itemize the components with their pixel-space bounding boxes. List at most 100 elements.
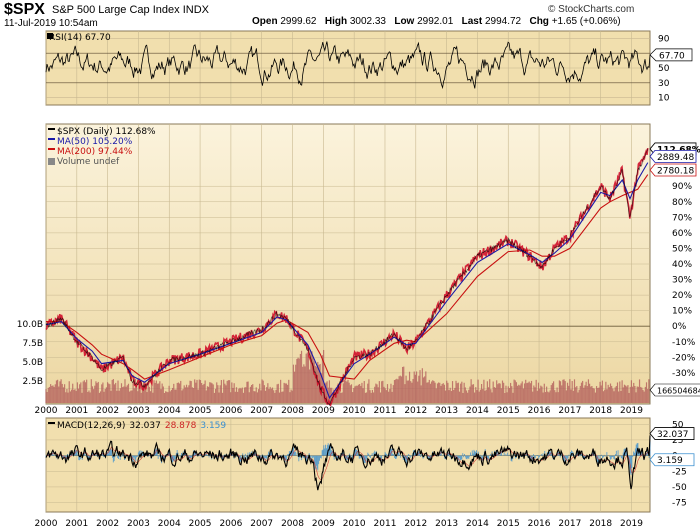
price-value-tag — [649, 149, 697, 163]
macd-value-tag — [649, 453, 695, 467]
x-tick-label-bottom: 2019 — [620, 519, 643, 529]
macd-legend: MACD(12,26,9) 32.037 28.878 3.159 — [57, 421, 226, 431]
x-tick-label-top: 2013 — [435, 406, 458, 416]
x-tick-label-bottom: 2007 — [250, 519, 273, 529]
rsi-last-value-label: 67.70 — [659, 51, 685, 61]
x-tick-label-bottom: 2006 — [219, 519, 242, 529]
high-label: High — [324, 16, 348, 27]
macd-panel — [45, 417, 651, 513]
price-y-tick-label: 20% — [672, 291, 692, 301]
x-tick-label-top: 2007 — [250, 406, 273, 416]
low-value: 2992.01 — [417, 16, 454, 27]
x-tick-label-top: 2003 — [127, 406, 150, 416]
price-y-tick-label: -30% — [672, 369, 696, 379]
price-y-tick-label: 10% — [672, 307, 692, 317]
x-tick-label-top: 2011 — [374, 406, 397, 416]
price-y-tick-label: 60% — [672, 229, 692, 239]
x-tick-label-top: 2008 — [281, 406, 304, 416]
x-tick-label-top: 2015 — [497, 406, 520, 416]
x-tick-label-top: 2016 — [528, 406, 551, 416]
macd-value-tag — [649, 427, 695, 440]
x-tick-label-bottom: 2013 — [435, 519, 458, 529]
macd-legend-swatch — [48, 422, 55, 424]
high-value: 3002.33 — [349, 16, 386, 27]
x-tick-label-top: 2018 — [589, 406, 612, 416]
price-legend-entry: Volume undef — [57, 157, 120, 167]
price-legend-swatch — [48, 128, 55, 130]
macd-legend-item: MACD(12,26,9) — [57, 421, 125, 431]
x-tick-label-top: 2000 — [35, 406, 58, 416]
x-tick-label-top: 2014 — [466, 406, 489, 416]
macd-legend-item: 28.878 — [165, 421, 197, 431]
rsi-y-tick-label: 30 — [658, 79, 670, 89]
price-legend-entry: MA(50) 105.20% — [57, 137, 133, 147]
index-full-name: S&P 500 Large Cap Index — [52, 4, 180, 16]
x-tick-label-bottom: 2001 — [65, 519, 88, 529]
price-y-tick-label: -10% — [672, 338, 696, 348]
macd-y-tick-label: -75 — [672, 499, 687, 509]
x-tick-label-bottom: 2011 — [374, 519, 397, 529]
x-tick-label-top: 2001 — [65, 406, 88, 416]
x-tick-label-top: 2010 — [343, 406, 366, 416]
x-tick-label-top: 2012 — [404, 406, 427, 416]
price-legend-swatch — [48, 148, 55, 150]
x-tick-label-bottom: 2017 — [558, 519, 581, 529]
price-legend-swatch — [48, 138, 55, 140]
price-y-tick-label: 90% — [672, 182, 692, 192]
volume-value-label: 1665046848 — [657, 387, 700, 396]
price-legend-swatch — [48, 158, 55, 165]
x-tick-label-bottom: 2008 — [281, 519, 304, 529]
rsi-y-tick-label: 10 — [658, 94, 670, 104]
change-value: +1.65 (+0.06%) — [551, 16, 621, 27]
volume-tick-label: 5.0B — [23, 358, 44, 368]
price-value-tag — [649, 163, 697, 177]
x-tick-label-bottom: 2012 — [404, 519, 427, 529]
x-tick-label-bottom: 2015 — [497, 519, 520, 529]
price-value-label: 2889.48 — [657, 153, 694, 163]
x-tick-label-top: 2019 — [620, 406, 643, 416]
x-tick-label-bottom: 2010 — [343, 519, 366, 529]
volume-tick-label: 7.5B — [23, 339, 44, 349]
x-tick-label-bottom: 2002 — [96, 519, 119, 529]
volume-tick-label: 2.5B — [23, 377, 44, 387]
change-label: Chg — [529, 16, 549, 27]
x-tick-label-bottom: 2016 — [528, 519, 551, 529]
last-label: Last — [461, 16, 483, 27]
volume-tick-label: 10.0B — [17, 320, 43, 330]
price-y-tick-label: 50% — [672, 244, 692, 254]
x-tick-label-bottom: 2018 — [589, 519, 612, 529]
macd-legend-item: 32.037 — [129, 421, 161, 431]
exchange-label: INDX — [182, 4, 209, 16]
index-name: S&P 500 Large Cap Index INDX — [52, 4, 209, 16]
macd-legend-item: 3.159 — [200, 421, 226, 431]
price-y-tick-label: -20% — [672, 353, 696, 363]
price-y-tick-label: 80% — [672, 198, 692, 208]
price-line — [45, 148, 649, 407]
price-value-label: 2780.18 — [657, 166, 694, 176]
x-tick-label-bottom: 2009 — [312, 519, 335, 529]
price-y-tick-label: 70% — [672, 213, 692, 223]
open-value: 2999.62 — [280, 16, 317, 27]
rsi-legend: RSI(14) 67.70 — [49, 33, 111, 43]
price-legend-entry: MA(200) 97.44% — [57, 147, 133, 157]
copyright-label: © StockCharts.com — [548, 4, 635, 15]
quote-datetime: 11-Jul-2019 10:54am — [4, 18, 98, 29]
rsi-y-tick-label: 90 — [658, 34, 670, 44]
x-tick-label-bottom: 2000 — [35, 519, 58, 529]
macd-y-tick-label: 50 — [672, 420, 684, 430]
last-value: 2994.72 — [484, 16, 522, 27]
macd-value-label: 3.159 — [657, 456, 683, 466]
x-tick-label-top: 2004 — [158, 406, 181, 416]
low-label: Low — [394, 16, 415, 27]
x-tick-label-top: 2006 — [219, 406, 242, 416]
x-tick-label-bottom: 2014 — [466, 519, 489, 529]
ma200-line — [46, 174, 649, 380]
price-y-tick-label: 40% — [672, 260, 692, 270]
x-tick-label-bottom: 2004 — [158, 519, 181, 529]
rsi-legend-swatch — [47, 33, 53, 39]
x-tick-label-bottom: 2005 — [189, 519, 212, 529]
open-label: Open — [252, 16, 278, 27]
volume-value-tag — [649, 383, 700, 397]
price-y-tick-label: 0% — [672, 322, 687, 332]
